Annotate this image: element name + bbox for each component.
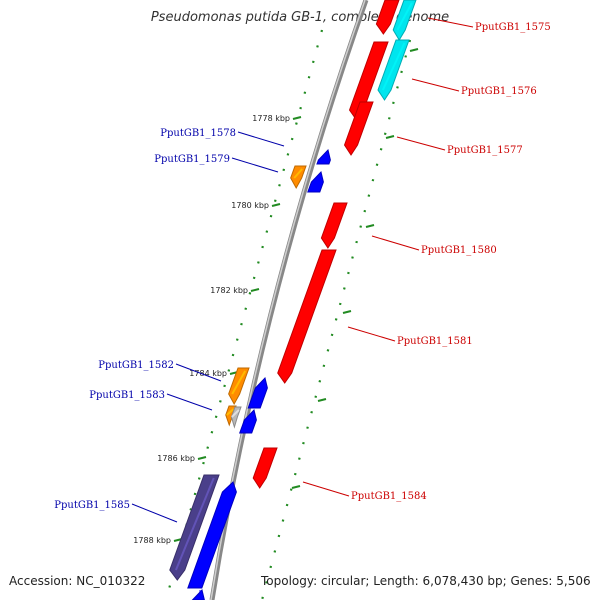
gene-pputgb1-1579-orange-shine [293, 168, 303, 179]
gene-pputgb1-1585-purple-shine [175, 477, 215, 571]
gene-pputgb1-1581-shine [282, 252, 333, 374]
backbone-highlight [210, 0, 366, 600]
genome-backbone [209, 0, 369, 600]
leader-line-left [237, 131, 285, 147]
dotted-guide-lines [164, 29, 412, 600]
tick-label: 1786 kbp [157, 454, 195, 463]
gene-pputgb1-1582-orange-shine [231, 370, 247, 395]
gene-label-left: PputGB1_1579 [154, 154, 230, 165]
leader-line-right [302, 481, 350, 497]
leader-line-right [347, 326, 396, 342]
leader-line-right [396, 136, 446, 151]
leader-line-right [411, 78, 460, 92]
gene-pputgb1-1576-cyan-shine [381, 42, 406, 91]
gene-pputgb1-1582-orange [228, 367, 250, 406]
leader-line-left [231, 157, 279, 173]
gene-pputgb1-1579-shine [314, 181, 320, 186]
gene-label-left: PputGB1_1585 [54, 500, 130, 511]
tick-mark [365, 224, 375, 228]
leader-line-right [427, 17, 474, 28]
right-dotted-track [260, 39, 412, 600]
label-leader-lines [131, 17, 474, 523]
gene-pputgb1-1580 [320, 202, 348, 249]
gene-next-partial [191, 588, 205, 600]
tick-label: 1788 kbp [133, 536, 171, 545]
gene-pputgb1-1583 [239, 408, 257, 434]
gene-pputgb1-1583-gray-shine [231, 409, 240, 418]
gene-pputgb1-1582 [247, 376, 268, 409]
leader-line-left [166, 393, 213, 411]
gene-pputgb1-1585 [187, 481, 237, 589]
gene-pputgb1-1584 [252, 447, 278, 489]
gene-pputgb1-1582-shine [255, 390, 264, 399]
accession-text: Accession: NC_010322 [9, 574, 146, 588]
tick-mark [250, 288, 260, 292]
gene-pputgb1-1575-cyan [392, 0, 417, 41]
tick-label: 1780 kbp [231, 201, 269, 210]
tick-mark [385, 135, 395, 139]
backbone-line [209, 0, 369, 600]
figure-title: Pseudomonas putida GB-1, complete genome [150, 10, 450, 25]
gene-pputgb1-1577 [343, 101, 374, 156]
gene-pputgb1-1584-shine [257, 450, 274, 479]
gene-pputgb1-1575 [375, 0, 400, 35]
tick-mark [317, 398, 327, 402]
gene-label-left: PputGB1_1583 [89, 390, 165, 401]
leader-line-left [131, 503, 178, 523]
gene-label-right: PputGB1_1580 [421, 245, 497, 256]
tick-label: 1778 kbp [252, 114, 290, 123]
gene-features [169, 0, 417, 600]
tick-mark [291, 485, 301, 489]
gene-pputgb1-1580-shine [325, 205, 344, 239]
gene-pputgb1-1583-orange-shine [226, 408, 235, 416]
tick-label: 1782 kbp [210, 286, 248, 295]
tick-mark [342, 310, 352, 314]
gene-labels: PputGB1_1575 PputGB1_1576 PputGB1_1577 Pput… [54, 22, 551, 511]
leader-line-left [175, 363, 222, 382]
tick-mark [197, 456, 207, 460]
tick-mark [271, 203, 281, 207]
gene-label-right: PputGB1_1584 [351, 491, 427, 502]
gene-pputgb1-1585-shine [196, 494, 233, 579]
tick-mark [292, 116, 302, 120]
tick-label: 1784 kbp [189, 369, 227, 378]
scale-ticks: 1778 kbp 1780 kbp 1782 kbp 1784 kbp 1786 kbp… [133, 48, 419, 545]
gene-pputgb1-1577-shine [348, 104, 370, 146]
gene-pputgb1-1578-shine [323, 153, 328, 164]
tick-mark [409, 48, 419, 52]
gene-pputgb1-1576-shine [354, 44, 385, 111]
gene-label-left: PputGB1_1582 [98, 360, 174, 371]
gene-label-right: PputGB1_1581 [397, 336, 473, 347]
leader-line-right [371, 235, 420, 251]
topology-text: Topology: circular; Length: 6,078,430 bp… [261, 574, 591, 588]
gene-pputgb1-1575-shine [380, 2, 395, 25]
gene-label-right: PputGB1_1577 [447, 145, 523, 156]
gene-pputgb1-1578 [316, 148, 331, 165]
gene-label-left: PputGB1_1578 [160, 128, 236, 139]
gene-label-right: PputGB1_1576 [461, 86, 537, 97]
gene-pputgb1-1579-orange [290, 165, 307, 190]
gene-label-right: PputGB1_1575 [475, 22, 551, 33]
gene-pputgb1-1575-cyan-shine [396, 2, 413, 31]
